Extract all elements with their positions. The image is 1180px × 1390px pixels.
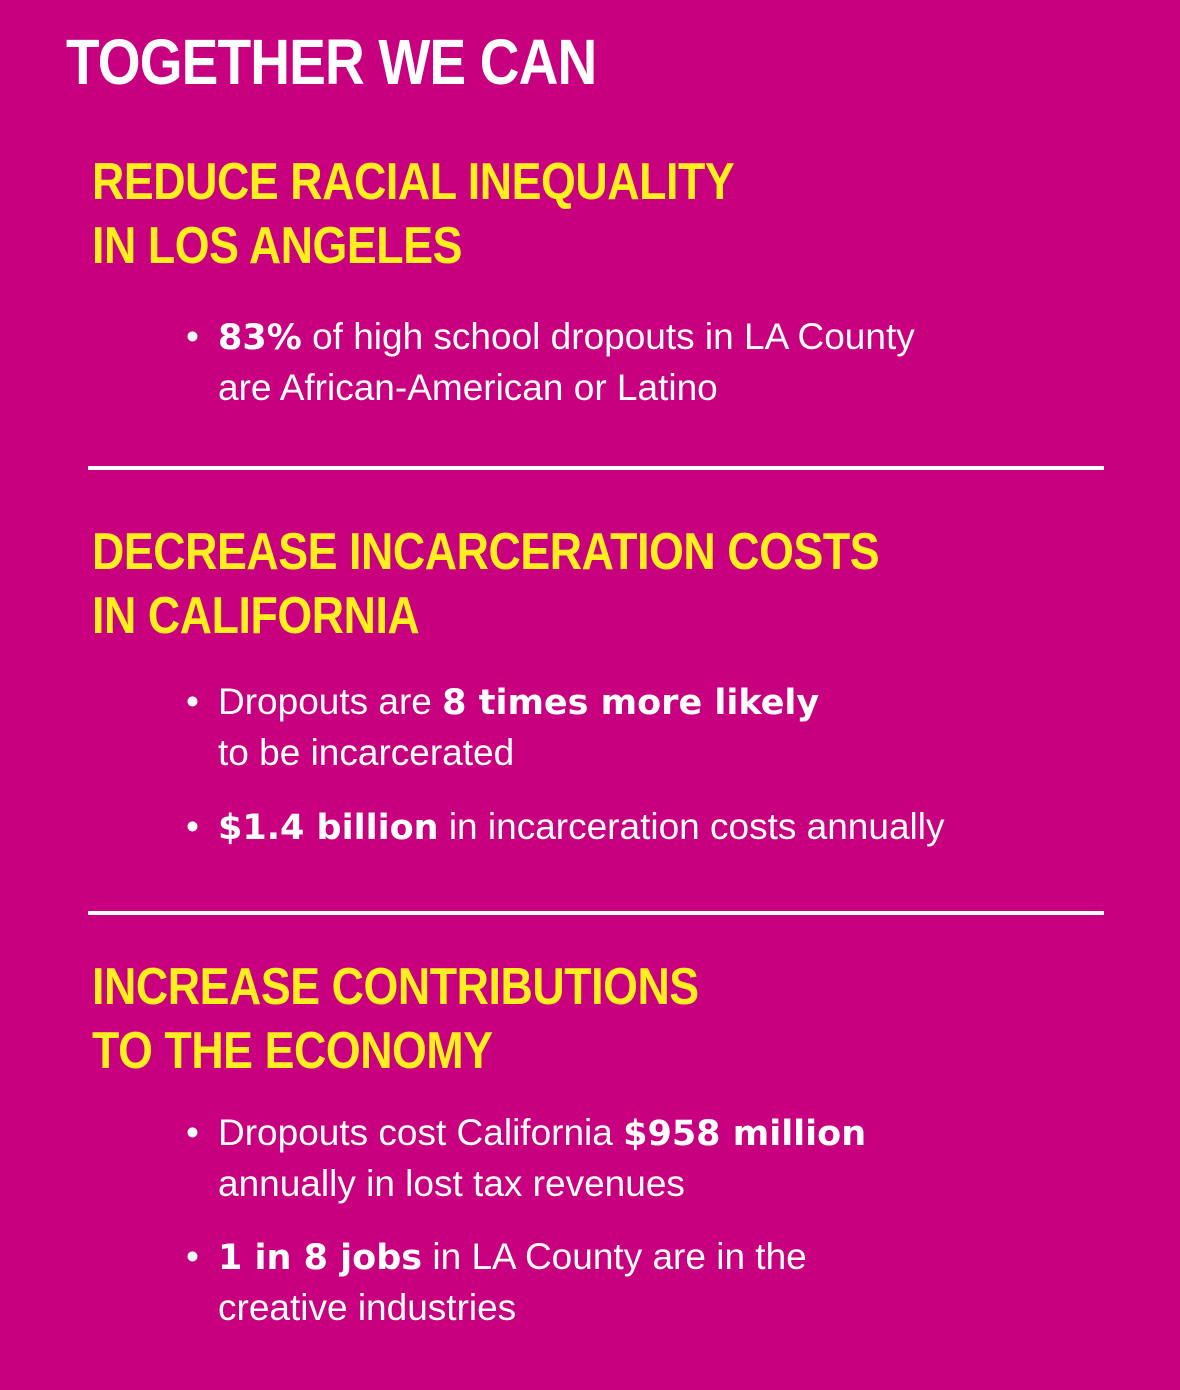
bullet-item: • 1 in 8 jobs in LA County are in the cr… bbox=[186, 1232, 807, 1332]
bullet-text: creative industries bbox=[218, 1287, 517, 1328]
bullet-text: in incarceration costs annually bbox=[448, 806, 945, 847]
heading-line: IN CALIFORNIA bbox=[92, 587, 420, 645]
bullet-text: Dropouts are bbox=[218, 681, 432, 722]
page-title: TOGETHER WE CAN bbox=[66, 26, 597, 98]
bullet-highlight: 83% bbox=[218, 318, 302, 358]
bullet-text: are African-American or Latino bbox=[218, 367, 718, 408]
heading-line: DECREASE INCARCERATION COSTS bbox=[92, 523, 880, 581]
bullet-item: • Dropouts cost California $958 million … bbox=[186, 1108, 866, 1208]
bullet-item: • 83% of high school dropouts in LA Coun… bbox=[186, 312, 915, 412]
bullet-icon: • bbox=[186, 806, 199, 847]
bullet-item: • $1.4 billion in incarceration costs an… bbox=[186, 802, 944, 853]
heading-line: TO THE ECONOMY bbox=[92, 1022, 493, 1080]
bullet-text: Dropouts cost California bbox=[218, 1112, 613, 1153]
bullet-highlight: $1.4 billion bbox=[218, 808, 439, 848]
bullet-item: • Dropouts are 8 times more likely to be… bbox=[186, 677, 819, 777]
bullet-icon: • bbox=[186, 1112, 199, 1153]
section-divider bbox=[88, 911, 1104, 915]
section-heading: DECREASE INCARCERATION COSTS IN CALIFORN… bbox=[92, 520, 880, 648]
bullet-text: of high school dropouts in LA County bbox=[312, 316, 915, 357]
section-divider bbox=[88, 466, 1104, 470]
bullet-icon: • bbox=[186, 681, 199, 722]
bullet-text: annually in lost tax revenues bbox=[218, 1163, 685, 1204]
bullet-highlight: 8 times more likely bbox=[442, 683, 820, 723]
section-heading: INCREASE CONTRIBUTIONS TO THE ECONOMY bbox=[92, 955, 699, 1083]
bullet-text: to be incarcerated bbox=[218, 732, 515, 773]
bullet-icon: • bbox=[186, 316, 199, 357]
heading-line: IN LOS ANGELES bbox=[92, 217, 463, 275]
bullet-highlight: 1 in 8 jobs bbox=[218, 1238, 423, 1278]
heading-line: INCREASE CONTRIBUTIONS bbox=[92, 958, 699, 1016]
bullet-highlight: $958 million bbox=[623, 1114, 867, 1154]
heading-line: REDUCE RACIAL INEQUALITY bbox=[92, 153, 735, 211]
section-heading: REDUCE RACIAL INEQUALITY IN LOS ANGELES bbox=[92, 150, 735, 278]
bullet-icon: • bbox=[186, 1236, 199, 1277]
bullet-text: in LA County are in the bbox=[432, 1236, 807, 1277]
